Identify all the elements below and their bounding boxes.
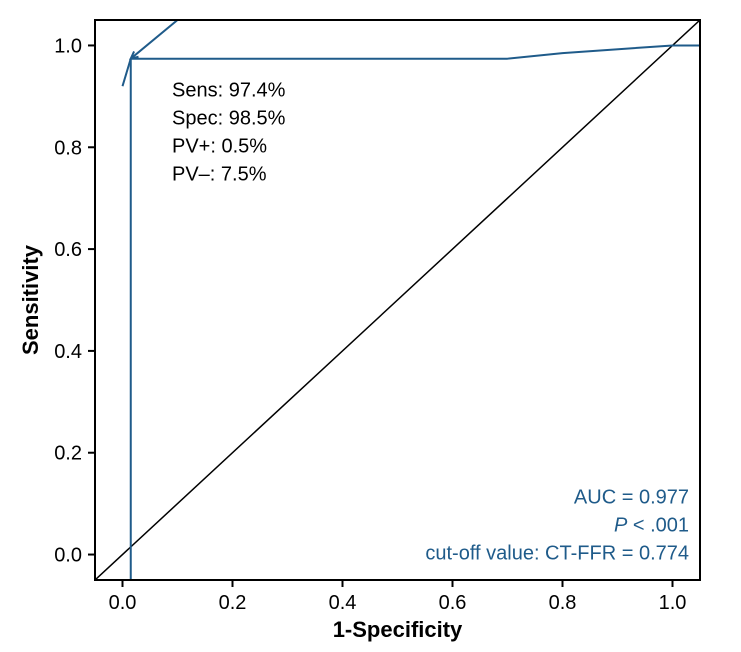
y-tick-label: 0.8 [54,137,82,159]
anno-pvplus: PV+: 0.5% [172,135,267,157]
x-tick-label: 0.6 [439,592,467,614]
anno-pvalue: P < .001 [614,515,689,537]
y-tick-label: 0.6 [54,239,82,261]
anno-spec: Spec: 98.5% [172,107,286,129]
x-tick-label: 0.0 [109,592,137,614]
anno-cutoff: cut-off value: CT-FFR = 0.774 [425,543,689,565]
x-tick-label: 1.0 [659,592,687,614]
x-axis-label: 1-Specificity [333,617,463,642]
y-axis-label: Sensitivity [18,244,43,355]
x-tick-label: 0.8 [549,592,577,614]
y-tick-label: 0.2 [54,443,82,465]
anno-auc: AUC = 0.977 [574,487,689,509]
roc-chart: 0.0 0.2 0.4 0.6 0.8 1.0 0.0 0.2 0.4 0.6 0.8 1.0 1-Sp… [0,0,741,652]
x-tick-label: 0.4 [329,592,357,614]
roc-svg: 0.0 0.2 0.4 0.6 0.8 1.0 0.0 0.2 0.4 0.6 0.8 1.0 1-Sp… [0,0,741,652]
x-tick-label: 0.2 [219,592,247,614]
y-tick-label: 0.0 [54,545,82,567]
anno-sens: Sens: 97.4% [172,79,286,101]
anno-pvminus: PV–: 7.5% [172,163,267,185]
y-tick-label: 0.4 [54,341,82,363]
y-tick-label: 1.0 [54,35,82,57]
